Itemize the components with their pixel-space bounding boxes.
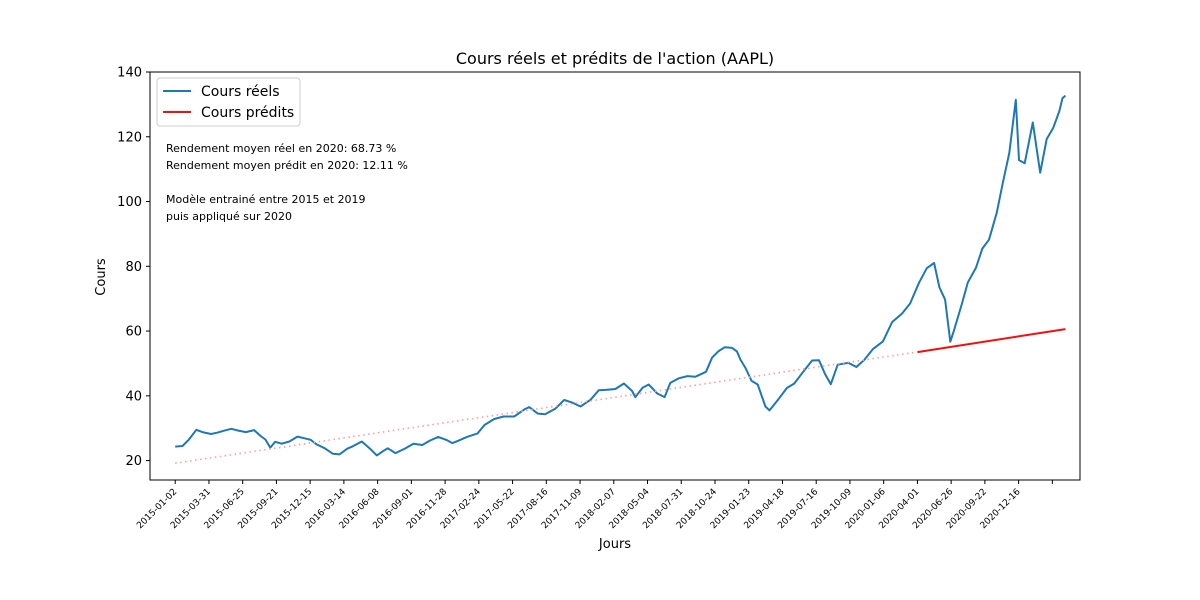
legend-label: Cours réels bbox=[201, 84, 280, 100]
chart-title: Cours réels et prédits de l'action (AAPL… bbox=[456, 49, 774, 68]
y-tick-label: 20 bbox=[125, 454, 142, 469]
annotation-line: Rendement moyen réel en 2020: 68.73 % bbox=[166, 142, 396, 155]
y-tick-label: 60 bbox=[125, 325, 142, 340]
plot-frame bbox=[149, 71, 1081, 481]
y-tick-label: 40 bbox=[125, 389, 142, 404]
series-line-1 bbox=[917, 328, 1066, 354]
legend-label: Cours prédits bbox=[201, 105, 294, 121]
y-tick-label: 80 bbox=[125, 260, 142, 275]
annotation-line: puis appliqué sur 2020 bbox=[166, 210, 292, 223]
legend-box bbox=[156, 77, 301, 127]
plot-area: 204060801001201402015-01-022015-03-31201… bbox=[117, 66, 1081, 531]
series-line-0 bbox=[175, 94, 1067, 457]
annotation-line: Rendement moyen prédit en 2020: 12.11 % bbox=[166, 159, 408, 172]
y-tick-label: 140 bbox=[117, 66, 142, 81]
annotation-line: Modèle entrainé entre 2015 et 2019 bbox=[166, 193, 366, 206]
y-tick-label: 120 bbox=[117, 130, 142, 145]
y-axis-label: Cours bbox=[94, 258, 109, 296]
legend: Cours réels Cours prédits bbox=[156, 77, 301, 127]
y-tick-label: 100 bbox=[117, 195, 142, 210]
x-axis-label: Jours bbox=[598, 537, 631, 552]
